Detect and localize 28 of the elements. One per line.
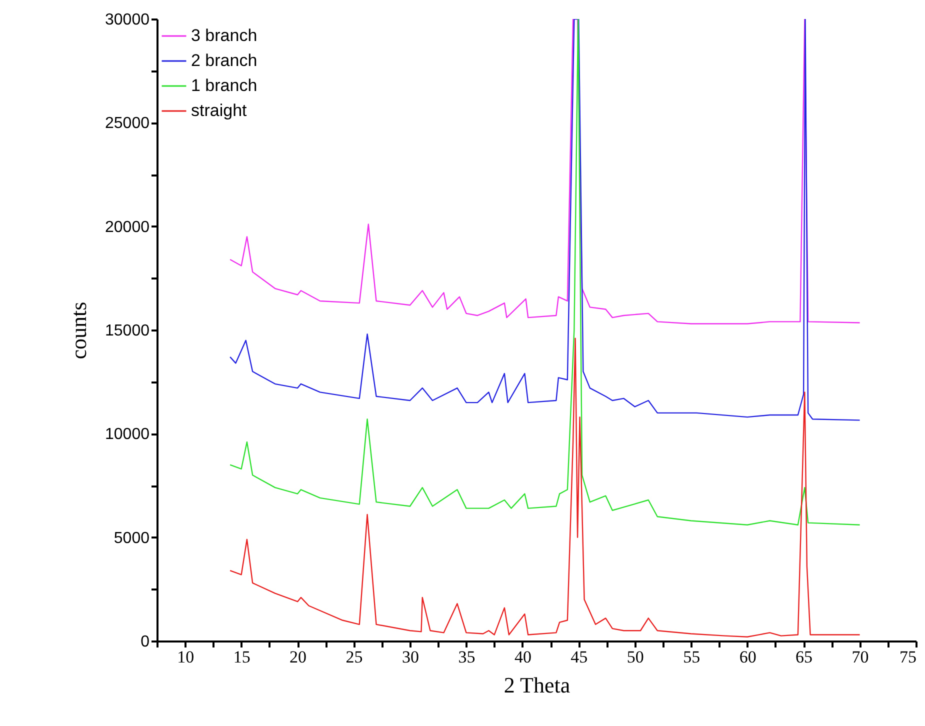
x-tick-label: 75 [900, 648, 916, 666]
x-tick-label: 35 [458, 648, 476, 666]
x-tick-label: 45 [570, 648, 588, 666]
x-tick-label: 25 [346, 648, 363, 666]
x-tick-label: 65 [796, 648, 813, 666]
legend-label: straight [191, 101, 248, 120]
y-tick-label: 10000 [105, 426, 150, 444]
y-tick-label: 0 [140, 634, 150, 650]
x-tick-label: 40 [514, 648, 532, 666]
x-tick-label: 10 [177, 648, 194, 666]
y-tick-label: 25000 [105, 115, 150, 132]
x-tick-label: 70 [852, 648, 869, 666]
x-tick-label: 30 [402, 648, 419, 666]
y-tick-label: 20000 [105, 218, 150, 236]
legend-label: 2 branch [191, 51, 258, 70]
x-tick-label: 15 [233, 648, 250, 666]
legend-label: 3 branch [191, 26, 258, 45]
x-axis-title: 2 Theta [504, 672, 570, 698]
x-tick-label: 50 [626, 648, 644, 666]
legend-label: 1 branch [191, 76, 258, 95]
x-tick-label: 60 [739, 648, 756, 666]
y-tick-label: 30000 [105, 12, 150, 28]
x-tick-label: 55 [683, 648, 700, 666]
y-tick-label: 15000 [105, 322, 150, 340]
y-tick-label: 5000 [114, 530, 150, 547]
y-axis-title: counts [66, 302, 92, 360]
line-series [229, 338, 860, 638]
x-tick-label: 20 [290, 648, 307, 666]
